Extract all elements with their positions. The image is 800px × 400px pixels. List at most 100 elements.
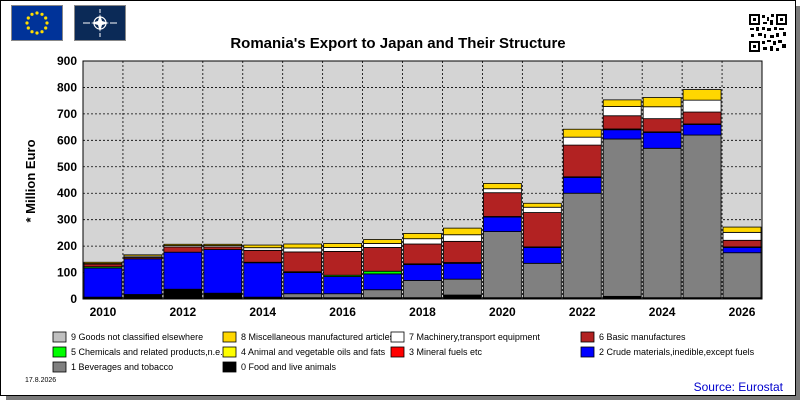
x-tick-label: 2018: [409, 305, 436, 319]
legend-swatch-6: [580, 331, 595, 343]
date-stamp: 17.8.2026: [25, 377, 57, 384]
bar-segment-2018-1: [403, 280, 442, 299]
nato-flag-icon: [74, 5, 126, 41]
y-tick-label: 500: [57, 160, 77, 174]
bar-segment-2017-7: [363, 243, 402, 248]
y-tick-label: 300: [57, 213, 77, 227]
y-tick-label: 0: [70, 292, 77, 306]
bar-segment-2012-6: [163, 246, 203, 253]
y-tick-label: 900: [57, 54, 77, 68]
bar-segment-2024-8: [642, 97, 682, 108]
bar-segment-2018-2: [403, 264, 442, 281]
bar-segment-2022-8: [562, 128, 602, 138]
bar-segment-2015-1: [283, 293, 323, 299]
bar-segment-2023-2: [602, 129, 642, 140]
bar-segment-2022-7: [562, 136, 602, 146]
bar-segment-2015-7: [283, 247, 323, 253]
legend-label-6: 6 Basic manufactures: [599, 332, 686, 342]
bar-segment-2018-8: [403, 233, 442, 240]
x-tick-label: 2010: [90, 305, 117, 319]
legend-label-5: 5 Chemicals and related products,n.e.s.: [71, 347, 230, 357]
legend-label-8: 8 Miscellaneous manufactured articles: [241, 332, 395, 342]
bar-segment-2012-0: [163, 289, 203, 300]
bar-segment-2021-1: [522, 262, 562, 299]
y-tick-label: 700: [57, 107, 77, 121]
bar-segment-2025-1: [682, 134, 722, 299]
bar-segment-2026-6: [722, 239, 762, 248]
qr-code-icon: [748, 13, 788, 53]
bar-segment-2019-1: [443, 278, 482, 296]
y-tick-label: 200: [57, 239, 77, 253]
bar-segment-2016-8: [323, 243, 362, 248]
bar-segment-2025-6: [682, 111, 722, 125]
legend: 9 Goods not classified elsewhere 8 Miscel…: [52, 331, 755, 373]
bar-segment-2013-8: [203, 243, 243, 246]
bar-segment-2014-8: [243, 244, 283, 249]
source-label: Source: Eurostat: [693, 380, 783, 394]
bar-segment-2024-7: [642, 106, 682, 120]
bar-segment-2015-6: [283, 251, 323, 273]
y-axis-ticks: 0 100 200 300 400 500 600 700 800 900: [57, 54, 77, 306]
x-tick-label: 2022: [569, 305, 596, 319]
x-tick-label: 2026: [729, 305, 756, 319]
legend-swatch-5: [52, 346, 67, 358]
legend-swatch-9: [52, 331, 67, 343]
bar-segment-2022-2: [562, 176, 602, 194]
legend-label-4: 4 Animal and vegetable oils and fats: [241, 347, 386, 357]
x-tick-label: 2020: [489, 305, 516, 319]
legend-swatch-4: [222, 346, 237, 358]
y-tick-label: 400: [57, 186, 77, 200]
bar-segment-2022-1: [562, 192, 602, 299]
bar-segment-2013-2: [203, 249, 243, 294]
stacked-bar-chart: Romania's Export to Japan and Their Stru…: [23, 35, 763, 373]
bar-segment-2016-6: [323, 250, 362, 276]
bar-segment-2023-6: [602, 115, 642, 130]
bar-segment-2024-1: [642, 147, 682, 299]
bar-segment-2014-2: [243, 262, 283, 298]
y-tick-label: 600: [57, 133, 77, 147]
bar-segment-2024-6: [642, 118, 682, 133]
bar-segment-2024-2: [642, 131, 682, 149]
bar-segment-2021-2: [522, 247, 562, 264]
bar-segment-2017-8: [363, 239, 402, 244]
bar-segment-2020-6: [483, 192, 522, 217]
frame-shadow-bottom: [6, 396, 800, 400]
bar-segment-2021-7: [522, 206, 562, 213]
eu-flag-icon: [11, 5, 63, 41]
bar-segment-2020-8: [483, 183, 522, 190]
bar-segment-2023-1: [602, 138, 642, 297]
legend-label-1: 1 Beverages and tobacco: [71, 362, 173, 372]
bar-segment-2012-8: [163, 243, 203, 246]
bar-segment-2021-8: [522, 202, 562, 208]
bar-segment-2026-8: [722, 226, 762, 233]
x-axis-ticks: 2010 2012 2014 2016 2018 2020 2022 2024 2026: [90, 305, 756, 319]
bar-segment-2026-1: [722, 252, 762, 299]
bar-segment-2019-6: [443, 240, 482, 263]
bars: [83, 89, 762, 300]
y-tick-label: 100: [57, 266, 77, 280]
bar-segment-2018-6: [403, 243, 442, 265]
bar-segment-2017-6: [363, 247, 402, 272]
bar-segment-2026-7: [722, 231, 762, 241]
bar-segment-2019-8: [443, 227, 482, 236]
legend-swatch-0: [222, 361, 237, 373]
y-axis-label: * Million Euro: [23, 139, 38, 222]
bar-segment-2015-2: [283, 272, 323, 295]
legend-label-3: 3 Mineral fuels etc: [409, 347, 483, 357]
legend-swatch-2: [580, 346, 595, 358]
bar-segment-2017-2: [363, 273, 402, 291]
bar-segment-2014-6: [243, 249, 283, 263]
bar-segment-2026-2: [722, 247, 762, 254]
bar-segment-2023-8: [602, 99, 642, 107]
bar-segment-2013-0: [203, 293, 243, 300]
bar-segment-2011-8: [123, 254, 163, 257]
legend-label-7: 7 Machinery,transport equipment: [409, 332, 540, 342]
bar-segment-2016-1: [323, 293, 362, 299]
x-tick-label: 2016: [329, 305, 356, 319]
bar-segment-2016-2: [323, 276, 362, 295]
legend-label-0: 0 Food and live animals: [241, 362, 337, 372]
legend-swatch-3: [390, 346, 405, 358]
bar-segment-2020-2: [483, 216, 522, 232]
bar-segment-2012-2: [163, 251, 203, 290]
bar-segment-2020-7: [483, 188, 522, 194]
